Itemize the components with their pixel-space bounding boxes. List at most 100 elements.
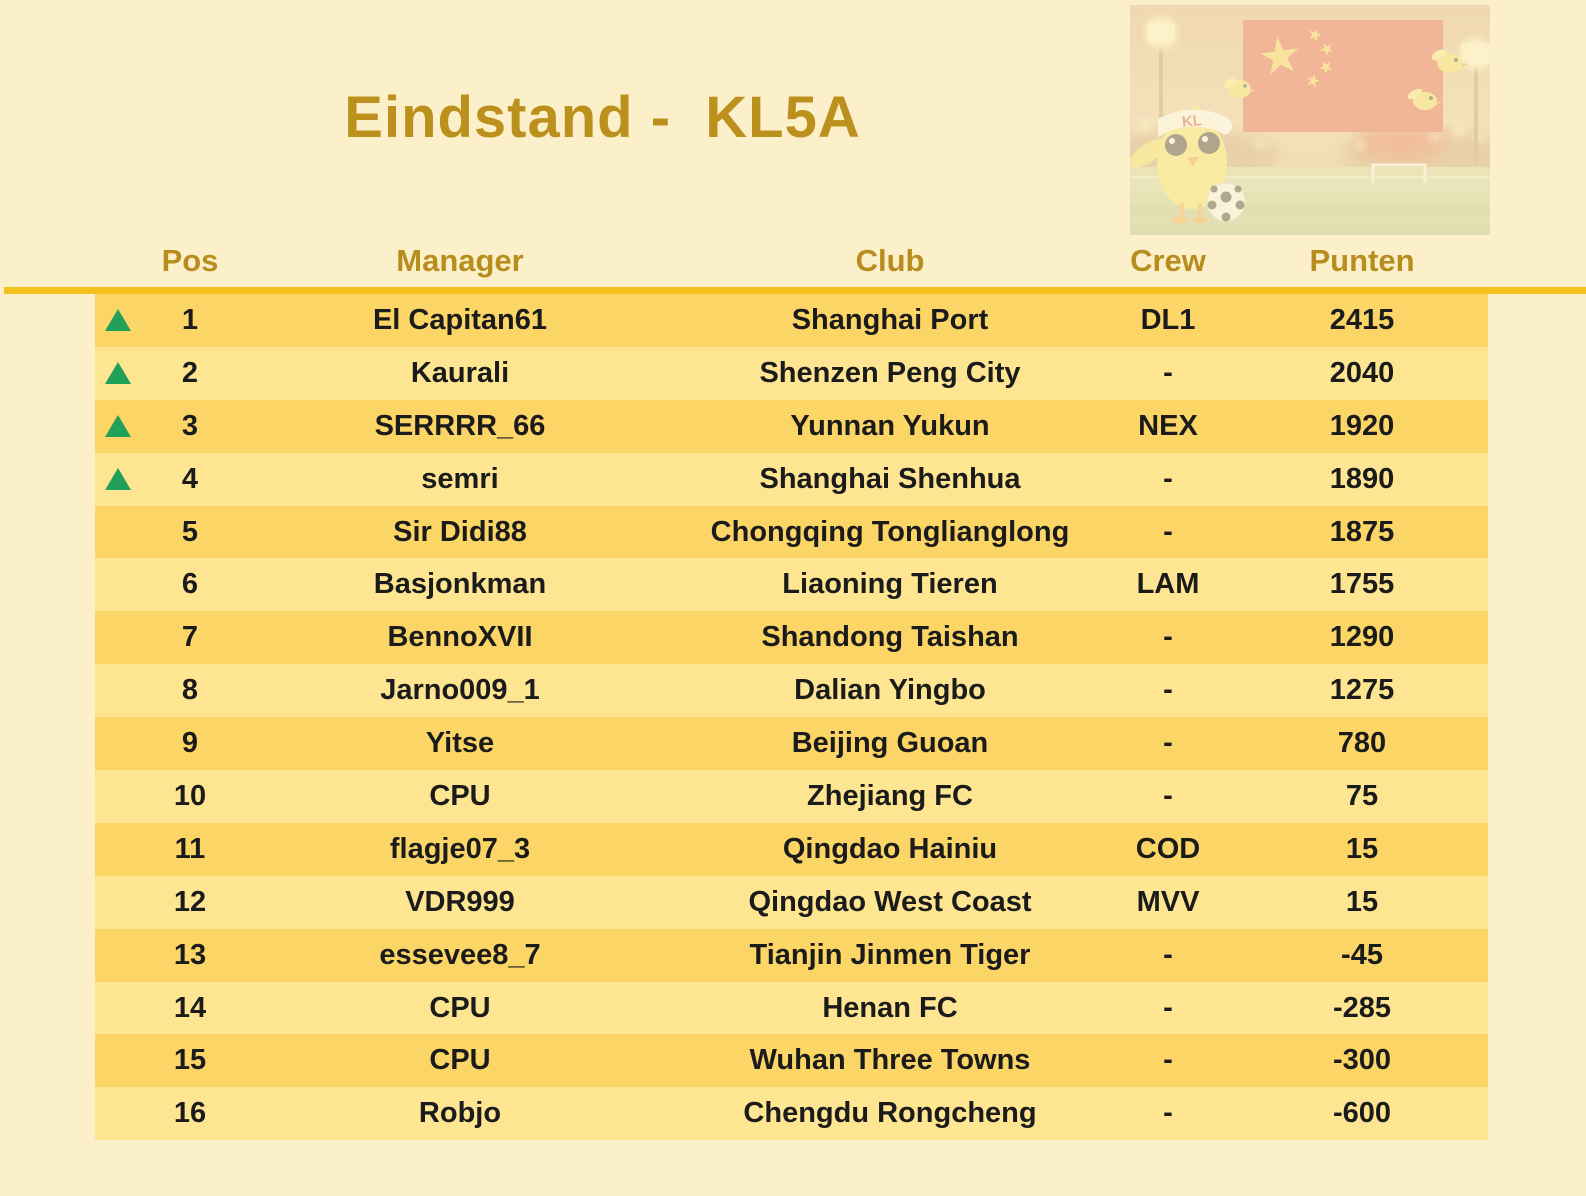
header-crew: Crew [1130,243,1206,278]
movement-cell [95,1103,140,1125]
table-row: 16 Robjo Chengdu Rongcheng - -600 [95,1087,1488,1141]
crew-cell: - [1163,1097,1173,1130]
pos-cell: 12 [173,885,207,918]
soccer-ball-icon [1206,182,1246,222]
pos-cell: 16 [173,1097,207,1130]
movement-cell [95,627,140,649]
header-divider-line [4,287,1586,294]
red-banner-glow [1355,125,1445,161]
table-row: 2 Kaurali Shenzen Peng City - 2040 [95,346,1488,400]
pos-cell: 9 [181,727,199,760]
pos-cell: 3 [181,409,199,442]
header-club: Club [855,243,925,278]
punten-cell: 1890 [1329,462,1395,495]
club-cell: Yunnan Yukun [790,409,990,442]
movement-cell [95,838,140,860]
movement-cell [95,309,140,332]
crew-cell: - [1163,727,1173,760]
punten-cell: 15 [1345,832,1379,865]
movement-cell [95,1050,140,1072]
club-cell: Dalian Yingbo [794,674,986,707]
table-row: 13 essevee8_7 Tianjin Jinmen Tiger - -45 [95,928,1488,982]
punten-cell: 2040 [1329,356,1395,389]
table-row: 15 CPU Wuhan Three Towns - -300 [95,1034,1488,1088]
movement-up-icon [104,362,131,385]
crew-cell: - [1163,938,1173,971]
crew-cell: - [1163,991,1173,1024]
header-pos: Pos [161,243,219,278]
movement-up-icon [104,415,131,438]
club-cell: Shenzen Peng City [759,356,1021,389]
club-cell: Liaoning Tieren [782,568,998,601]
pos-cell: 11 [174,832,206,865]
movement-cell [95,521,140,543]
pos-cell: 15 [173,1044,207,1077]
page-title: Eindstand - KL5A [344,85,861,150]
punten-cell: -600 [1332,1097,1392,1130]
pos-cell: 1 [181,303,199,336]
table-row: 4 semri Shanghai Shenhua - 1890 [95,452,1488,506]
mascot-stadium-image: KL [1130,5,1490,235]
club-cell: Shandong Taishan [761,621,1019,654]
movement-cell [95,944,140,966]
club-cell: Chongqing Tonglianglong [710,515,1070,548]
header-manager: Manager [396,243,524,278]
manager-cell: essevee8_7 [379,938,541,971]
pos-cell: 4 [181,462,199,495]
manager-cell: Sir Didi88 [393,515,527,548]
table-row: 10 CPU Zhejiang FC - 75 [95,770,1488,823]
crew-cell: - [1163,621,1173,654]
punten-cell: 75 [1345,779,1379,812]
table-row: 14 CPU Henan FC - -285 [95,981,1488,1035]
table-row: 9 Yitse Beijing Guoan - 780 [95,717,1488,771]
punten-cell: 15 [1345,885,1379,918]
punten-cell: 1290 [1329,621,1395,654]
pos-cell: 13 [173,938,207,971]
table-row: 3 SERRRR_66 Yunnan Yukun NEX 1920 [95,399,1488,453]
punten-cell: 1920 [1329,409,1395,442]
standings-table-body: 1 El Capitan61 Shanghai Port DL1 2415 2 … [95,294,1488,1141]
china-flag-icon [1243,20,1443,132]
club-cell: Shanghai Shenhua [759,462,1021,495]
chick-wing [1130,138,1167,168]
pos-cell: 10 [173,779,207,812]
table-row: 12 VDR999 Qingdao West Coast MVV 15 [95,875,1488,929]
flying-chick-icon [1431,49,1469,73]
headband-label: KL [1181,112,1202,130]
club-cell: Henan FC [822,991,958,1024]
manager-cell: Basjonkman [373,568,547,601]
movement-up-icon [104,309,131,332]
manager-cell: semri [421,462,499,495]
club-cell: Shanghai Port [791,303,989,336]
manager-cell: BennoXVII [387,621,533,654]
punten-cell: 1755 [1329,568,1395,601]
table-row: 1 El Capitan61 Shanghai Port DL1 2415 [95,294,1488,347]
crew-cell: LAM [1136,568,1200,601]
flying-chick-icon [1223,78,1256,98]
manager-cell: Yitse [425,727,495,760]
crew-cell: - [1163,779,1173,812]
club-cell: Wuhan Three Towns [749,1044,1031,1077]
manager-cell: flagje07_3 [389,832,531,865]
movement-cell [95,733,140,755]
pos-cell: 14 [173,991,207,1024]
manager-cell: CPU [429,1044,491,1077]
goal-icon [1371,163,1427,183]
crew-cell: NEX [1138,409,1198,442]
crew-cell: - [1163,356,1173,389]
punten-cell: -45 [1341,938,1383,971]
table-row: 8 Jarno009_1 Dalian Yingbo - 1275 [95,664,1488,718]
movement-cell [95,997,140,1019]
manager-cell: Jarno009_1 [380,674,540,707]
punten-cell: 1875 [1329,515,1395,548]
crew-cell: DL1 [1140,303,1196,336]
movement-cell [95,891,140,913]
crew-cell: COD [1135,832,1201,865]
floodlight-left-icon [1145,17,1177,133]
club-cell: Qingdao Hainiu [782,832,998,865]
manager-cell: CPU [429,991,491,1024]
chick-mascot: KL [1130,105,1232,224]
movement-cell [95,574,140,596]
club-cell: Tianjin Jinmen Tiger [749,938,1031,971]
